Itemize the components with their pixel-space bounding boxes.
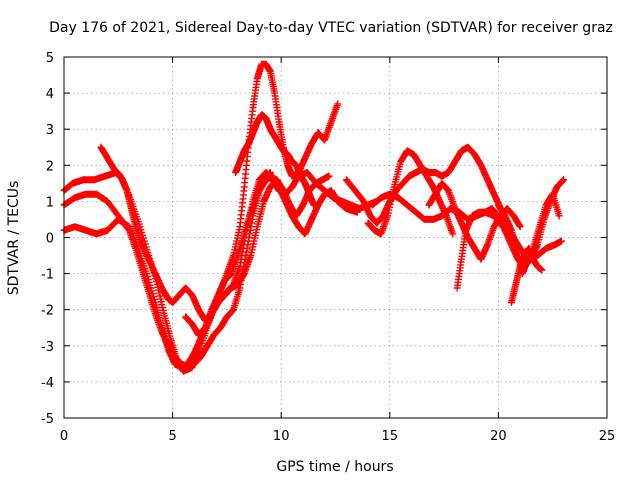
x-tick-label: 5 xyxy=(168,429,176,444)
data-marks xyxy=(97,143,333,324)
plot-frame xyxy=(63,56,608,419)
x-tick-labels: 0 5 10 15 20 25 xyxy=(60,429,615,444)
y-tick-label: -3 xyxy=(41,340,54,355)
y-tick-label: 4 xyxy=(46,87,54,102)
y-tick-label: -5 xyxy=(41,412,54,427)
y-tick-label: 0 xyxy=(46,232,54,247)
series-sat-e xyxy=(182,169,274,339)
y-tick-labels: -5 -4 -3 -2 -1 0 1 2 3 4 5 xyxy=(41,51,54,427)
data-marks xyxy=(232,111,318,209)
x-tick-label: 20 xyxy=(490,429,507,444)
series-sat-a xyxy=(60,60,342,375)
series-sat-h xyxy=(364,147,457,238)
data-marks xyxy=(60,60,342,375)
data-marks xyxy=(507,244,546,306)
y-tick-label: -2 xyxy=(41,304,54,319)
y-tick-label: -1 xyxy=(41,268,54,283)
y-tick-label: 1 xyxy=(46,195,54,210)
x-tick-label: 25 xyxy=(599,429,616,444)
x-tick-label: 0 xyxy=(60,429,68,444)
x-tick-label: 15 xyxy=(382,429,399,444)
data-marks xyxy=(342,143,505,227)
y-axis-label: SDTVAR / TECUs xyxy=(6,181,22,296)
data-marks xyxy=(364,147,457,238)
y-tick-label: 2 xyxy=(46,159,54,174)
y-tick-label: 3 xyxy=(46,123,54,138)
data-series xyxy=(60,60,568,375)
series-sat-g xyxy=(342,143,505,227)
series-sat-f xyxy=(232,111,318,209)
y-tick-label: -4 xyxy=(41,376,54,391)
series-sat-m xyxy=(507,244,546,306)
x-tick-label: 10 xyxy=(273,429,290,444)
chart-title: Day 176 of 2021, Sidereal Day-to-day VTE… xyxy=(49,20,613,36)
data-marks xyxy=(182,169,274,339)
series-sat-d xyxy=(97,143,333,324)
y-tick-label: 5 xyxy=(46,51,54,66)
x-axis-label: GPS time / hours xyxy=(276,459,393,475)
